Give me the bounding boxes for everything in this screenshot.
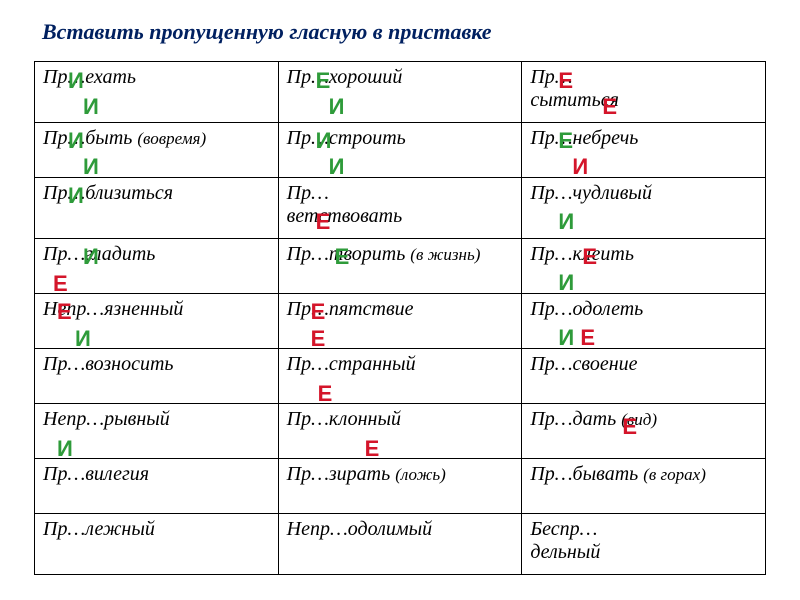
answer-letter: Е xyxy=(558,130,573,152)
table-row: Пр…гладитьИЕПр…творить (в жизнь)ЕПр…клеи… xyxy=(35,238,766,293)
answer-letter: Е xyxy=(318,383,333,405)
answer-letter: Е xyxy=(53,273,68,295)
slide-title: Вставить пропущенную гласную в приставке xyxy=(42,18,766,47)
exercise-table: Пр…ехатьИИПр…хорошийЕИПр…сытитьсяЕЕПр…бы… xyxy=(34,61,766,575)
answer-letter: Е xyxy=(316,70,331,92)
table-row: Непр…рывныйИПр…клонныйЕПр…дать (вид)Е xyxy=(35,403,766,458)
answer-letter: И xyxy=(68,70,84,92)
table-cell: Пр…клеитьЕИ xyxy=(522,238,766,293)
answer-letter: И xyxy=(75,328,91,350)
table-cell: Пр…строитьИИ xyxy=(278,122,522,177)
table-row: Пр…лежныйНепр…одолимыйБеспр…дельный xyxy=(35,513,766,574)
table-cell: Пр…возносить xyxy=(35,348,279,403)
table-cell: Пр…клонныйЕ xyxy=(278,403,522,458)
table-cell: Пр…одолетьИЕ xyxy=(522,293,766,348)
answer-letter: Е xyxy=(311,301,326,323)
table-row: Пр…ехатьИИПр…хорошийЕИПр…сытитьсяЕЕ xyxy=(35,61,766,122)
answer-letter: И xyxy=(558,272,574,294)
answer-letter: И xyxy=(558,211,574,233)
cell-note: (вовремя) xyxy=(137,129,206,148)
answer-letter: И xyxy=(329,96,345,118)
table-body: Пр…ехатьИИПр…хорошийЕИПр…сытитьсяЕЕПр…бы… xyxy=(35,61,766,574)
answer-letter: Е xyxy=(580,327,595,349)
table-cell: Пр…лежный xyxy=(35,513,279,574)
table-cell: Непр…одолимый xyxy=(278,513,522,574)
table-cell: Пр…чудливыйИ xyxy=(522,177,766,238)
table-cell: Пр…хорошийЕИ xyxy=(278,61,522,122)
answer-letter: И xyxy=(68,185,84,207)
table-cell: Пр…вилегия xyxy=(35,458,279,513)
answer-letter: И xyxy=(83,156,99,178)
answer-letter: Е xyxy=(316,211,331,233)
answer-letter: Е xyxy=(622,416,637,438)
answer-letter: И xyxy=(83,246,99,268)
answer-letter: Е xyxy=(335,246,350,268)
table-row: Пр…вилегияПр…зирать (ложь)Пр…бывать (в г… xyxy=(35,458,766,513)
table-cell: Пр…бывать (в горах) xyxy=(522,458,766,513)
table-cell: Пр…сытитьсяЕЕ xyxy=(522,61,766,122)
table-cell: Пр…быть (вовремя)ИИ xyxy=(35,122,279,177)
table-cell: Беспр…дельный xyxy=(522,513,766,574)
table-row: Пр…близитьсяИПр…ветствоватьЕПр…чудливыйИ xyxy=(35,177,766,238)
table-cell: Пр…пятствиеЕЕ xyxy=(278,293,522,348)
table-cell: Пр…дать (вид)Е xyxy=(522,403,766,458)
answer-letter: Е xyxy=(582,246,597,268)
table-cell: Пр…ветствоватьЕ xyxy=(278,177,522,238)
answer-letter: И xyxy=(572,156,588,178)
table-cell: Пр…зирать (ложь) xyxy=(278,458,522,513)
table-cell: Непр…язненныйЕИ xyxy=(35,293,279,348)
answer-letter: И xyxy=(558,327,574,349)
table-row: Пр…возноситьПр…странныйЕПр…своение xyxy=(35,348,766,403)
slide: Вставить пропущенную гласную в приставке… xyxy=(0,0,800,600)
cell-note: (ложь) xyxy=(395,465,446,484)
table-row: Пр…быть (вовремя)ИИПр…строитьИИПр…небреч… xyxy=(35,122,766,177)
table-cell: Пр…творить (в жизнь)Е xyxy=(278,238,522,293)
answer-letter: Е xyxy=(365,438,380,460)
answer-letter: Е xyxy=(311,328,326,350)
answer-letter: И xyxy=(57,438,73,460)
answer-letter: И xyxy=(68,130,84,152)
table-cell: Пр…небречьЕИ xyxy=(522,122,766,177)
table-cell: Пр…странныйЕ xyxy=(278,348,522,403)
table-cell: Пр…ехатьИИ xyxy=(35,61,279,122)
table-cell: Пр…своение xyxy=(522,348,766,403)
table-cell: Пр…гладитьИЕ xyxy=(35,238,279,293)
table-cell: Пр…близитьсяИ xyxy=(35,177,279,238)
answer-letter: Е xyxy=(57,301,72,323)
table-cell: Непр…рывныйИ xyxy=(35,403,279,458)
answer-letter: И xyxy=(83,96,99,118)
cell-note: (в жизнь) xyxy=(410,245,480,264)
table-row: Непр…язненныйЕИПр…пятствиеЕЕПр…одолетьИЕ xyxy=(35,293,766,348)
answer-letter: И xyxy=(329,156,345,178)
cell-note: (в горах) xyxy=(643,465,706,484)
answer-letter: Е xyxy=(558,70,573,92)
answer-letter: И xyxy=(316,130,332,152)
answer-letter: Е xyxy=(602,96,617,118)
